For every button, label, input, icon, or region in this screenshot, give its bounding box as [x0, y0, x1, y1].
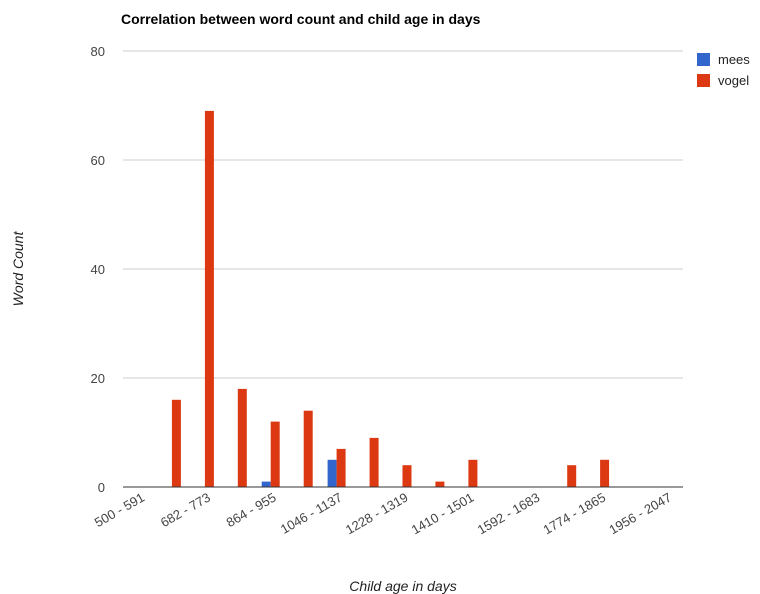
bar-vogel-864-955 [270, 421, 280, 487]
y-axis-title: Word Count [10, 231, 26, 307]
x-tick-label: 500 - 591 [92, 490, 147, 530]
x-tick-label: 1228 - 1319 [343, 490, 411, 538]
y-axis-ticks: 0 20 40 60 80 [91, 44, 105, 495]
legend-label-mees: mees [718, 52, 750, 67]
x-tick-label: 1410 - 1501 [409, 490, 477, 538]
x-axis-title: Child age in days [349, 578, 456, 594]
legend: mees vogel [697, 52, 750, 88]
x-tick-label: 1592 - 1683 [475, 490, 543, 538]
legend-label-vogel: vogel [718, 73, 749, 88]
legend-swatch-vogel [697, 74, 710, 87]
y-tick-label: 0 [98, 480, 105, 495]
bar-vogel-955-1046 [303, 410, 313, 487]
y-tick-label: 20 [91, 371, 105, 386]
bar-vogel-1683-1774 [567, 465, 577, 487]
x-tick-label: 1774 - 1865 [540, 490, 608, 538]
bar-mees-1046-1137 [327, 459, 337, 488]
bar-vogel-1319-1410 [435, 481, 445, 487]
grid [123, 50, 683, 379]
y-tick-label: 60 [91, 153, 105, 168]
x-tick-label: 1046 - 1137 [278, 490, 345, 537]
bar-vogel-591-682 [171, 399, 181, 487]
bar-vogel-682-773 [204, 110, 214, 488]
bar-vogel-1774-1865 [600, 459, 610, 488]
x-tick-label: 682 - 773 [158, 490, 213, 530]
bars [171, 110, 610, 488]
y-tick-label: 80 [91, 44, 105, 59]
bar-vogel-773-864 [237, 388, 247, 487]
bar-vogel-1046-1137 [336, 448, 346, 487]
bar-vogel-1228-1319 [402, 465, 412, 487]
bar-mees-864-955 [261, 481, 271, 487]
y-tick-label: 40 [91, 262, 105, 277]
x-tick-label: 864 - 955 [224, 490, 279, 530]
bar-vogel-1137-1228 [369, 437, 379, 487]
x-axis-ticks: 500 - 591 682 - 773 864 - 955 1046 - 113712… [92, 490, 674, 538]
bar-vogel-1410-1501 [468, 459, 478, 488]
x-tick-label: 1956 - 2047 [606, 490, 674, 538]
legend-swatch-mees [697, 53, 710, 66]
chart-title: Correlation between word count and child… [121, 11, 481, 27]
